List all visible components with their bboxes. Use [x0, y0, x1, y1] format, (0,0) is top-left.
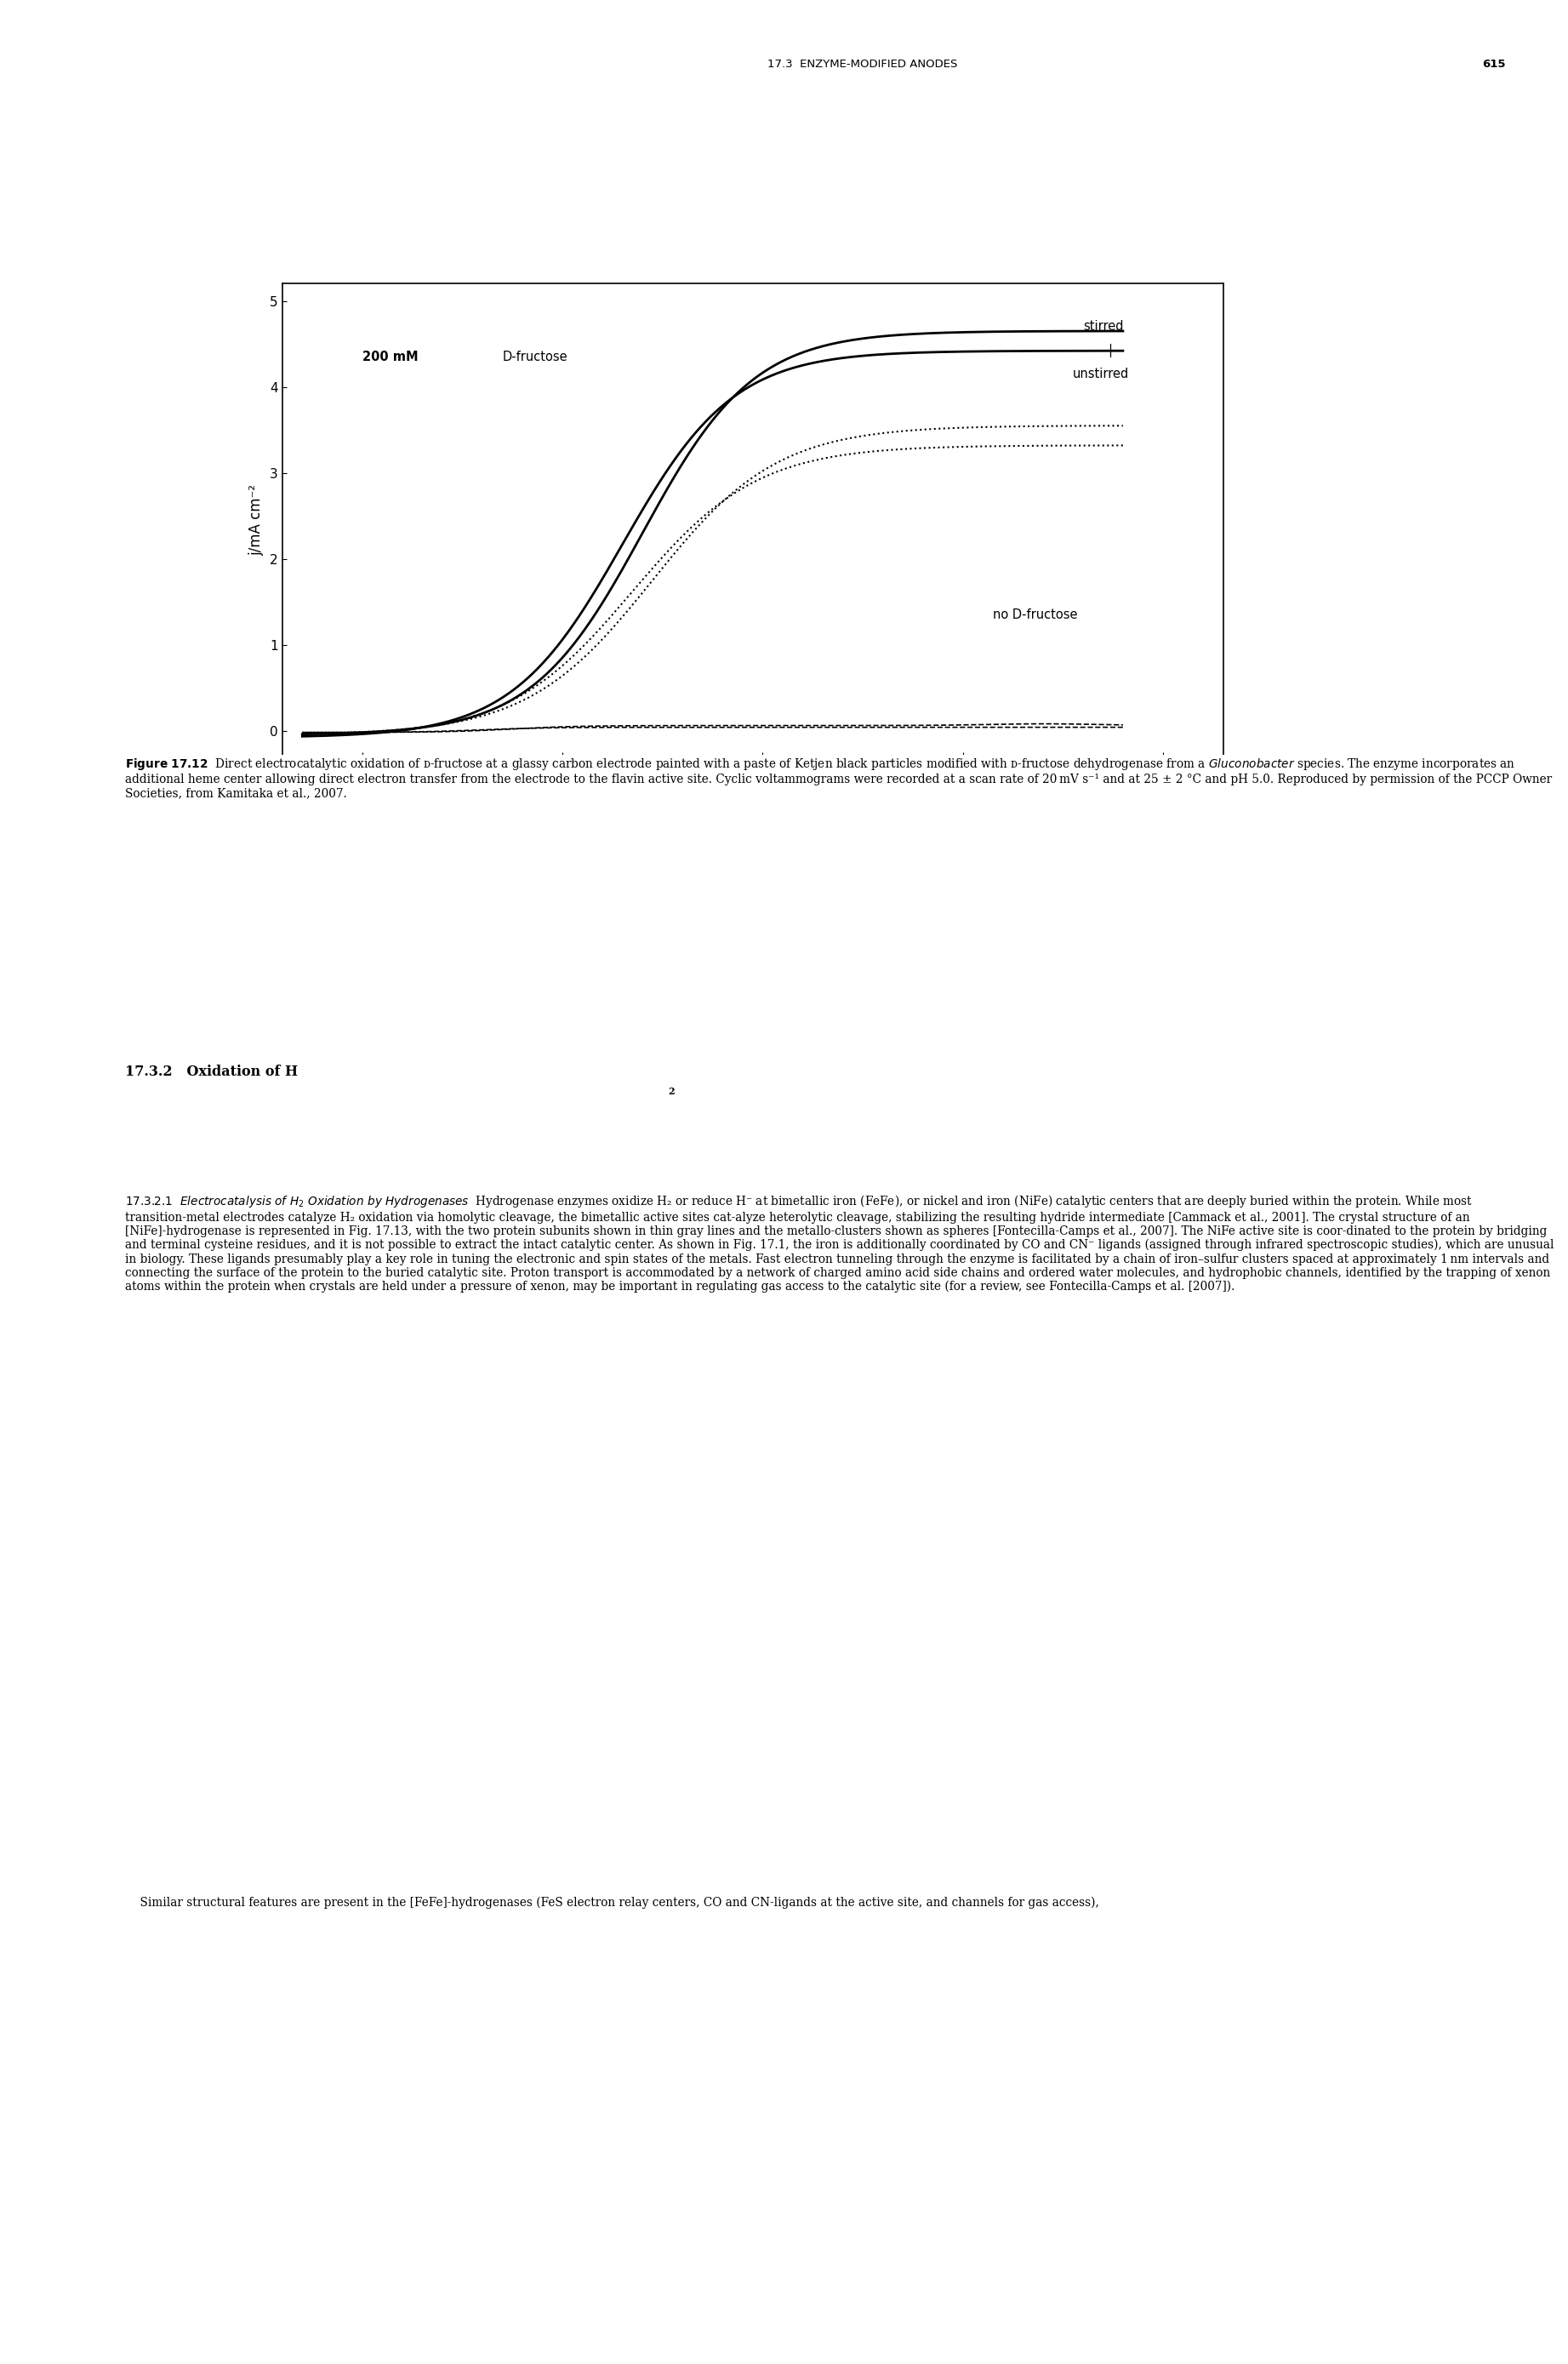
Text: no D-fructose: no D-fructose [993, 608, 1077, 622]
Text: 17.3  ENZYME-MODIFIED ANODES: 17.3 ENZYME-MODIFIED ANODES [767, 59, 958, 71]
Text: |: | [1109, 343, 1112, 357]
Text: 2: 2 [668, 1087, 674, 1097]
Text: stirred: stirred [1083, 319, 1123, 333]
Text: $\bf{\it{17.3.2.1}}$  $\bf{\it{Electrocatalysis\ of\ H_2\ Oxidation\ by\ Hydroge: $\bf{\it{17.3.2.1}}$ $\bf{\it{Electrocat… [125, 1194, 1554, 1293]
Y-axis label: j/mA cm⁻²: j/mA cm⁻² [249, 485, 263, 556]
Text: $\bf{Figure\ 17.12}$  Direct electrocatalytic oxidation of ᴅ-fructose at a glass: $\bf{Figure\ 17.12}$ Direct electrocatal… [125, 756, 1552, 799]
Text: 17.3.2   Oxidation of H: 17.3.2 Oxidation of H [125, 1064, 298, 1080]
Text: 200 mM: 200 mM [362, 350, 419, 364]
Text: Similar structural features are present in the [FeFe]-hydrogenases (FeS electron: Similar structural features are present … [125, 1896, 1099, 1910]
Text: unstirred: unstirred [1073, 366, 1129, 381]
Text: 615: 615 [1482, 59, 1505, 71]
Text: D-fructose: D-fructose [502, 350, 568, 364]
X-axis label: Potential/mV vs. Ag/AgCl: Potential/mV vs. Ag/AgCl [654, 780, 851, 794]
